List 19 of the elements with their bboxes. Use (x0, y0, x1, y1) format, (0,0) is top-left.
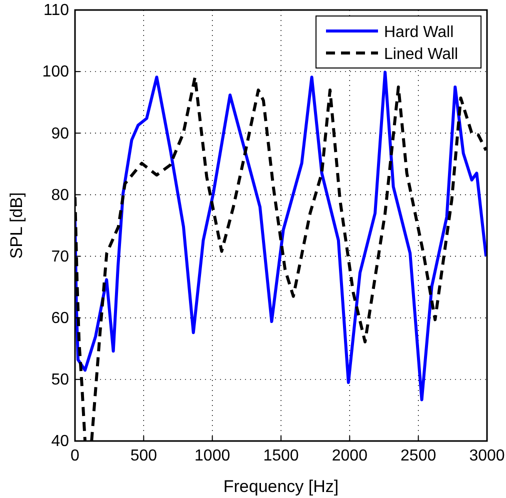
x-tick-label: 1000 (194, 447, 230, 464)
y-tick-label: 110 (43, 2, 70, 20)
y-axis-title: SPL [dB] (7, 192, 26, 259)
x-axis-title: Frequency [Hz] (223, 477, 339, 496)
x-tick-label: 2000 (332, 447, 368, 464)
x-tick-label: 500 (130, 447, 158, 464)
legend-label: Hard Wall (384, 24, 454, 41)
y-tick-label: 60 (51, 310, 70, 327)
y-tick-label: 90 (51, 125, 70, 142)
y-tick-label: 100 (42, 64, 70, 81)
x-tick-label: 0 (70, 447, 80, 464)
y-tick-label: 50 (51, 372, 70, 389)
y-tick-label: 80 (51, 186, 70, 204)
x-tick-label: 1500 (263, 447, 299, 464)
y-tick-label: 40 (51, 433, 70, 450)
legend-label: Lined Wall (384, 46, 458, 63)
x-tick-label: 2500 (400, 447, 436, 464)
y-tick-label: 70 (51, 248, 70, 266)
x-tick-label: 3000 (469, 447, 505, 464)
